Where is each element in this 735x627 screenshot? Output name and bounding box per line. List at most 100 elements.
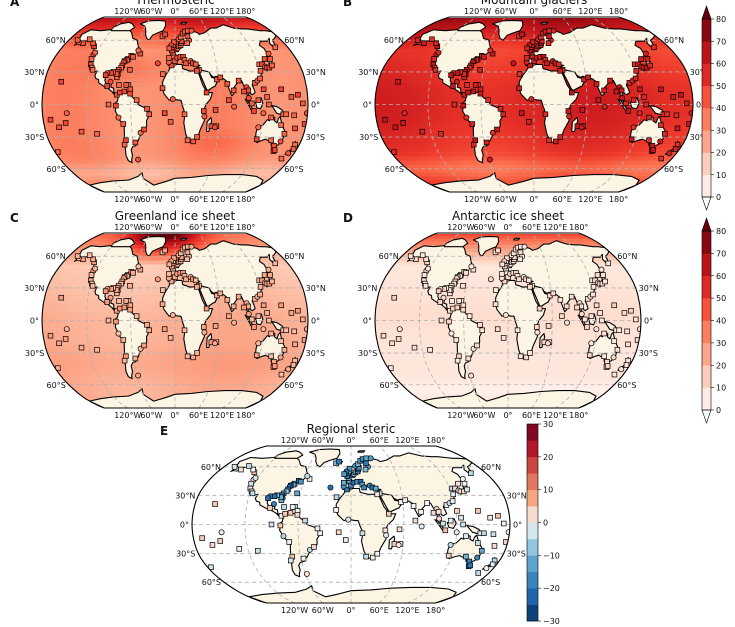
field-cell bbox=[242, 104, 246, 109]
field-cell bbox=[245, 160, 251, 165]
field-cell bbox=[111, 176, 118, 181]
field-cell bbox=[234, 164, 239, 169]
field-cell bbox=[125, 168, 130, 173]
field-cell bbox=[278, 95, 282, 101]
field-cell bbox=[180, 156, 183, 161]
field-cell bbox=[104, 147, 109, 153]
field-cell bbox=[278, 152, 285, 157]
field-cell bbox=[145, 164, 150, 169]
field-cell bbox=[146, 65, 151, 70]
field-cell bbox=[232, 130, 236, 135]
field-cell bbox=[50, 104, 54, 109]
field-cell bbox=[212, 117, 217, 122]
field-cell bbox=[236, 87, 240, 92]
field-cell bbox=[133, 91, 137, 96]
field-cell bbox=[216, 160, 221, 165]
field-cell bbox=[172, 139, 175, 144]
field-cell bbox=[274, 87, 278, 92]
field-cell bbox=[170, 168, 173, 173]
field-cell bbox=[98, 100, 102, 105]
field-cell bbox=[90, 147, 96, 153]
field-cell bbox=[224, 152, 229, 157]
field-cell bbox=[245, 108, 249, 114]
field-cell bbox=[154, 95, 158, 101]
field-cell bbox=[200, 130, 204, 135]
field-cell bbox=[198, 147, 203, 153]
field-cell bbox=[206, 168, 211, 173]
field-cell bbox=[248, 117, 252, 122]
field-cell bbox=[172, 156, 175, 161]
field-cell bbox=[159, 176, 163, 181]
station-marker bbox=[181, 111, 188, 118]
field-cell bbox=[111, 164, 116, 169]
field-cell bbox=[135, 164, 140, 169]
field-cell bbox=[238, 126, 242, 131]
field-cell bbox=[239, 95, 243, 101]
field-cell bbox=[225, 156, 230, 161]
field-cell bbox=[113, 152, 118, 157]
field-cell bbox=[161, 152, 165, 157]
field-cell bbox=[112, 156, 117, 161]
field-cell bbox=[250, 152, 255, 157]
field-cell bbox=[522, 168, 526, 173]
field-cell bbox=[96, 121, 100, 127]
field-cell bbox=[211, 160, 216, 165]
field-cell bbox=[172, 130, 175, 135]
field-cell bbox=[78, 117, 82, 122]
field-cell bbox=[156, 180, 160, 184]
field-cell bbox=[539, 164, 543, 169]
station-marker bbox=[278, 122, 284, 128]
field-cell bbox=[65, 156, 72, 161]
field-cell bbox=[163, 121, 167, 127]
field-cell bbox=[134, 168, 139, 173]
field-cell bbox=[284, 100, 288, 105]
field-cell bbox=[259, 164, 266, 169]
field-cell bbox=[222, 164, 227, 169]
field-cell bbox=[92, 180, 99, 184]
field-cell bbox=[239, 113, 243, 118]
field-cell bbox=[90, 180, 97, 184]
field-cell bbox=[253, 172, 259, 177]
field-cell bbox=[180, 126, 184, 131]
field-cell bbox=[240, 156, 246, 161]
field-cell bbox=[163, 104, 167, 109]
field-cell bbox=[157, 91, 161, 96]
field-cell bbox=[94, 156, 100, 161]
lon-tick-bottom: 60°E bbox=[189, 195, 208, 204]
field-cell bbox=[248, 156, 253, 161]
field-cell bbox=[117, 130, 121, 135]
map-body bbox=[42, 17, 308, 192]
field-cell bbox=[221, 160, 226, 165]
field-cell bbox=[103, 152, 108, 157]
field-cell bbox=[113, 168, 119, 173]
field-cell bbox=[93, 82, 97, 88]
field-cell bbox=[145, 91, 149, 96]
field-cell bbox=[63, 91, 67, 96]
field-cell bbox=[98, 176, 105, 181]
field-cell bbox=[131, 172, 136, 177]
field-cell bbox=[86, 172, 93, 177]
field-cell bbox=[73, 152, 79, 157]
field-cell bbox=[260, 160, 266, 165]
field-cell bbox=[118, 172, 123, 177]
field-cell bbox=[523, 172, 527, 177]
field-cell bbox=[71, 91, 76, 96]
field-cell bbox=[248, 113, 252, 118]
station-marker bbox=[261, 56, 268, 62]
field-cell bbox=[59, 95, 64, 101]
field-cell bbox=[159, 160, 163, 165]
field-cell bbox=[176, 17, 179, 20]
field-cell bbox=[249, 168, 256, 173]
field-cell bbox=[93, 172, 99, 177]
station-marker bbox=[288, 94, 295, 100]
field-cell bbox=[116, 160, 122, 165]
field-cell bbox=[92, 113, 96, 118]
field-cell bbox=[48, 87, 53, 92]
field-cell bbox=[118, 164, 124, 169]
field-cell bbox=[205, 139, 209, 144]
field-cell bbox=[96, 176, 103, 181]
field-cell bbox=[196, 164, 200, 169]
station-marker bbox=[260, 86, 267, 93]
field-cell bbox=[296, 104, 300, 109]
field-cell bbox=[122, 172, 128, 177]
